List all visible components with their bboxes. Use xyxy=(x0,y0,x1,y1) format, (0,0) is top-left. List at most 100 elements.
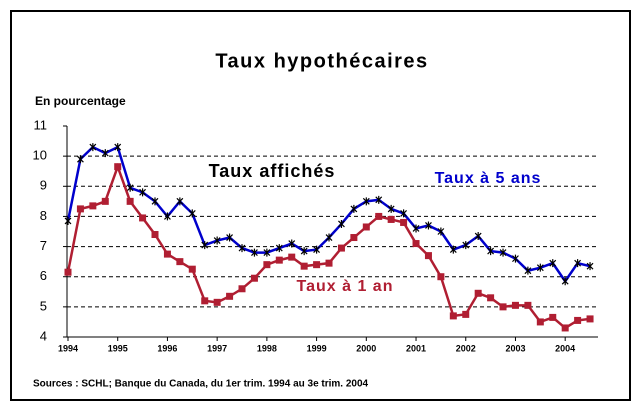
marker xyxy=(387,204,395,213)
marker xyxy=(188,265,196,273)
y-tick-label: 8 xyxy=(40,208,47,223)
marker xyxy=(412,240,420,248)
marker xyxy=(412,224,420,233)
marker xyxy=(114,143,122,152)
marker xyxy=(300,247,308,256)
series-label: Taux à 1 an xyxy=(297,278,394,295)
marker xyxy=(350,204,358,213)
marker xyxy=(350,234,358,242)
x-tick-label: 2002 xyxy=(456,343,476,353)
marker xyxy=(425,221,432,230)
y-tick-label: 9 xyxy=(40,178,47,193)
marker xyxy=(201,297,209,305)
source-note: Sources : SCHL; Banque du Canada, du 1er… xyxy=(33,379,369,390)
marker xyxy=(449,245,457,254)
marker xyxy=(362,223,370,231)
marker xyxy=(499,303,507,311)
marker xyxy=(89,143,97,152)
marker xyxy=(238,244,246,253)
marker xyxy=(226,233,234,242)
marker xyxy=(561,277,569,286)
marker xyxy=(561,324,569,332)
marker xyxy=(114,163,122,171)
marker xyxy=(151,231,159,239)
marker xyxy=(362,197,370,206)
marker xyxy=(474,289,482,297)
marker xyxy=(375,212,383,220)
x-tick-label: 2000 xyxy=(356,343,376,353)
marker xyxy=(487,294,495,302)
marker xyxy=(275,244,283,253)
marker xyxy=(449,312,457,320)
marker xyxy=(437,227,445,236)
marker xyxy=(325,233,333,242)
marker xyxy=(250,274,258,282)
marker xyxy=(188,209,196,218)
marker xyxy=(226,292,234,300)
marker xyxy=(536,263,544,272)
marker xyxy=(126,197,134,205)
marker xyxy=(251,248,258,257)
marker xyxy=(524,266,532,275)
marker xyxy=(176,197,184,206)
x-tick-label: 1998 xyxy=(257,343,277,353)
annotation: Taux affichés xyxy=(209,161,336,181)
x-tick-label: 1997 xyxy=(207,343,227,353)
marker xyxy=(512,254,519,263)
marker xyxy=(375,195,383,204)
x-tick-label: 2003 xyxy=(505,343,525,353)
marker xyxy=(263,261,271,269)
marker xyxy=(163,250,171,258)
x-tick-label: 1994 xyxy=(58,343,78,353)
x-tick-label: 2004 xyxy=(555,343,575,353)
marker xyxy=(64,268,72,276)
marker xyxy=(126,183,134,192)
marker xyxy=(524,301,532,309)
marker xyxy=(424,252,432,260)
marker xyxy=(462,310,470,318)
y-tick-label: 4 xyxy=(40,328,47,343)
marker xyxy=(201,241,209,250)
marker xyxy=(400,218,408,226)
marker xyxy=(536,318,544,326)
marker xyxy=(487,247,495,256)
marker xyxy=(89,202,97,210)
marker xyxy=(400,209,408,218)
x-tick-label: 2001 xyxy=(406,343,426,353)
marker xyxy=(76,205,84,213)
marker xyxy=(263,248,271,257)
marker xyxy=(176,258,184,266)
x-tick-label: 1999 xyxy=(307,343,327,353)
y-tick-label: 7 xyxy=(40,238,47,253)
marker xyxy=(76,155,84,164)
marker xyxy=(313,261,321,269)
marker xyxy=(313,245,321,254)
frame xyxy=(10,10,631,401)
marker xyxy=(574,316,582,324)
marker xyxy=(337,244,345,252)
marker xyxy=(101,149,109,158)
marker xyxy=(213,236,221,245)
marker xyxy=(238,285,246,293)
y-tick-label: 6 xyxy=(40,268,47,283)
marker xyxy=(164,212,171,221)
marker xyxy=(474,232,482,241)
x-tick-label: 1996 xyxy=(157,343,177,353)
marker xyxy=(101,197,109,205)
marker xyxy=(387,215,395,223)
marker xyxy=(275,256,283,264)
marker xyxy=(574,259,582,268)
y-tick-label: 11 xyxy=(34,117,48,132)
y-tick-label: 10 xyxy=(33,148,47,163)
marker xyxy=(549,259,557,268)
marker xyxy=(288,239,296,248)
y-axis-label: En pourcentage xyxy=(35,94,126,108)
marker xyxy=(586,262,594,271)
marker xyxy=(213,298,221,306)
marker xyxy=(300,262,308,270)
marker xyxy=(499,248,507,257)
marker xyxy=(139,188,146,197)
marker xyxy=(549,313,557,321)
